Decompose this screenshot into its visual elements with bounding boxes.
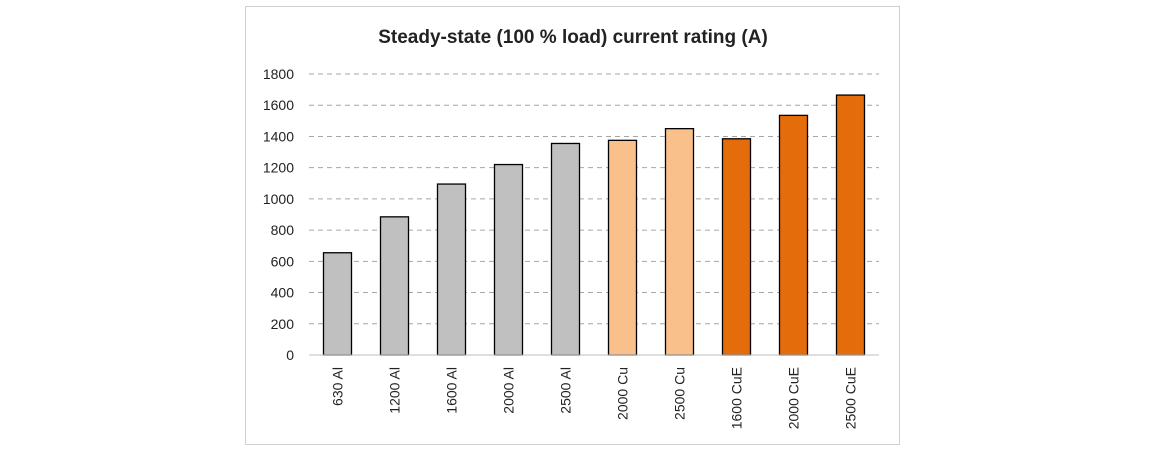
y-tick-label: 1200 bbox=[263, 160, 294, 176]
x-tick-label: 2500 Al bbox=[558, 367, 574, 414]
x-tick-label: 1600 CuE bbox=[729, 367, 745, 429]
bar-2500-cu bbox=[664, 127, 695, 356]
y-tick-label: 1000 bbox=[263, 191, 294, 207]
x-axis-ticks: 630 Al 1200 Al 1600 Al 2000 Al 2500 Al 2000 C… bbox=[330, 367, 859, 429]
y-tick-label: 600 bbox=[271, 253, 295, 269]
bar-chart: Steady-state (100 % load) current rating… bbox=[263, 27, 879, 429]
x-tick-label: 2000 Al bbox=[501, 367, 517, 414]
chart-frame: Steady-state (100 % load) current rating… bbox=[245, 6, 900, 445]
y-tick-label: 200 bbox=[271, 316, 295, 332]
bar-630-al bbox=[322, 252, 353, 356]
y-tick-label: 800 bbox=[271, 222, 295, 238]
bar-2500-cue bbox=[835, 94, 866, 356]
bar-1600-al bbox=[436, 183, 467, 356]
bar-2000-cu bbox=[607, 139, 638, 356]
x-tick-label: 2000 CuE bbox=[786, 367, 802, 429]
bar-2000-cue bbox=[778, 114, 809, 356]
y-tick-label: 0 bbox=[286, 347, 294, 363]
x-tick-label: 2500 CuE bbox=[843, 367, 859, 429]
y-tick-label: 1600 bbox=[263, 97, 294, 113]
y-tick-label: 1800 bbox=[263, 66, 294, 82]
bar-1200-al bbox=[379, 216, 410, 356]
x-tick-label: 1200 Al bbox=[387, 367, 403, 414]
y-axis-ticks: 0 200 400 600 800 1000 1200 1400 1600 1800 bbox=[263, 66, 294, 363]
y-tick-label: 1400 bbox=[263, 128, 294, 144]
bar-2000-al bbox=[493, 163, 524, 356]
x-tick-label: 630 Al bbox=[330, 367, 346, 406]
chart-title: Steady-state (100 % load) current rating… bbox=[378, 27, 768, 48]
x-tick-label: 1600 Al bbox=[444, 367, 460, 414]
y-tick-label: 400 bbox=[271, 285, 295, 301]
bar-1600-cue bbox=[721, 138, 752, 356]
x-tick-label: 2500 Cu bbox=[672, 367, 688, 420]
bar-2500-al bbox=[550, 142, 581, 356]
x-tick-label: 2000 Cu bbox=[615, 367, 631, 420]
bars bbox=[322, 94, 866, 356]
